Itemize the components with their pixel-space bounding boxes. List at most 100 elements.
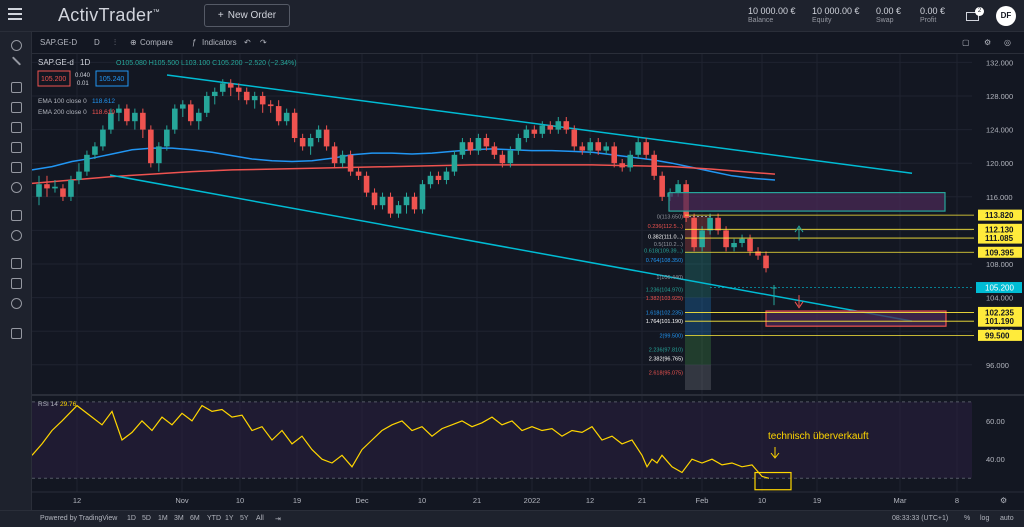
trash-icon[interactable] xyxy=(11,328,22,339)
range-1m[interactable]: 1M xyxy=(158,515,168,522)
candle-body xyxy=(675,184,681,193)
symbol-search[interactable]: SAP.GE-D xyxy=(40,38,78,47)
level-price-tag xyxy=(978,306,1022,318)
ruler-icon[interactable] xyxy=(11,210,22,221)
rsi-value: 29.76 xyxy=(60,401,77,408)
menu-icon[interactable] xyxy=(8,8,22,22)
price-chart[interactable]: 0(113.650) 0.236(112.5...) 0.382(111.0...)… xyxy=(32,54,1024,510)
crosshair-icon[interactable] xyxy=(11,40,22,51)
profit-stat[interactable]: 0.00 € Profit xyxy=(920,6,945,26)
redo-icon[interactable]: ↷ xyxy=(260,38,267,47)
arrow-up-icon xyxy=(794,225,804,241)
range-3m[interactable]: 3M xyxy=(174,515,184,522)
level-price-label: 111.085 xyxy=(985,234,1014,243)
candle-body xyxy=(443,171,450,180)
level-price-label: 101.190 xyxy=(985,317,1014,326)
candle-body xyxy=(195,112,202,122)
text-icon[interactable] xyxy=(11,122,22,133)
buy-button[interactable] xyxy=(95,70,129,87)
indicators-icon[interactable]: ƒ xyxy=(192,38,197,47)
resistance-target-box xyxy=(668,192,946,212)
new-order-button[interactable]: + New Order xyxy=(204,4,290,27)
app-logo: ActivTrader™ xyxy=(58,5,160,26)
swap-stat: 0.00 € Swap xyxy=(876,6,901,26)
candle-body xyxy=(555,121,562,130)
pattern-icon[interactable] xyxy=(11,142,22,153)
price-tick-label: 124.000 xyxy=(986,126,1013,135)
channel-upper-line xyxy=(166,74,913,175)
level-price-tag xyxy=(978,315,1022,327)
fib-label: 2.382(96.765) xyxy=(649,356,683,362)
fib-band xyxy=(685,251,711,298)
fibonacci-labels: 0(113.650) 0.236(112.5...) 0.382(111.0...)… xyxy=(644,215,683,377)
log-toggle[interactable]: log xyxy=(980,515,990,522)
undo-icon[interactable]: ↶ xyxy=(244,38,251,47)
legend-ohlc: O105.080 H105.500 L103.100 C105.200 −2.5… xyxy=(116,60,297,67)
stat-value: 10 000.00 € xyxy=(748,6,796,16)
auto-toggle[interactable]: auto xyxy=(1000,515,1014,522)
candle-body xyxy=(124,108,130,122)
range-ytd[interactable]: YTD xyxy=(207,515,221,522)
candle-style-icon[interactable]: ⫶ xyxy=(114,38,116,47)
fib-label: 0.236(112.5...) xyxy=(648,224,684,230)
candle-body xyxy=(531,129,538,134)
range-5d[interactable]: 5D xyxy=(142,515,151,522)
time-tick-label: 10 xyxy=(758,496,766,505)
prediction-icon[interactable] xyxy=(11,162,22,173)
fib-retracement-icon[interactable] xyxy=(11,82,22,93)
range-1y[interactable]: 1Y xyxy=(225,515,234,522)
candle-body xyxy=(699,230,705,248)
candle-body xyxy=(739,238,745,243)
time-tick-label: 12 xyxy=(586,496,594,505)
clock[interactable]: 08:33:33 (UTC+1) xyxy=(892,515,949,522)
indicators-button[interactable]: Indicators xyxy=(202,38,237,47)
date-range-icon[interactable]: ⇥ xyxy=(275,516,281,523)
eye-icon[interactable] xyxy=(11,298,22,309)
range-1d[interactable]: 1D xyxy=(127,515,136,522)
fibonacci-zone xyxy=(685,216,711,390)
percent-toggle[interactable]: % xyxy=(964,515,971,522)
time-tick-label: Nov xyxy=(175,496,189,505)
candle-body xyxy=(203,96,210,113)
top-bar: ActivTrader™ + New Order 10 000.00 € Balan… xyxy=(0,0,1024,32)
range-all[interactable]: All xyxy=(256,515,264,522)
candle-body xyxy=(339,154,346,164)
time-tick-label: 19 xyxy=(293,496,301,505)
level-price-label: 102.235 xyxy=(985,308,1014,317)
lock-icon[interactable] xyxy=(11,278,22,289)
candle-body xyxy=(172,108,178,130)
powered-by[interactable]: Powered by TradingView xyxy=(40,515,118,522)
trendline-icon[interactable] xyxy=(11,56,22,66)
magnet-icon[interactable] xyxy=(11,258,22,269)
compare-icon[interactable]: ⊕ xyxy=(130,38,137,47)
fullscreen-icon[interactable]: ▢ xyxy=(962,38,970,47)
time-axis[interactable]: 12 Nov 10 19 Dec 10 21 2022 12 21 Feb 10 19 Mar 8 ⚙ xyxy=(32,491,1024,505)
compare-button[interactable]: Compare xyxy=(140,38,173,47)
candle-body xyxy=(571,129,578,147)
oversold-box xyxy=(754,471,792,491)
candle-body xyxy=(467,142,474,151)
annotation-text: technisch überverkauft xyxy=(768,431,869,442)
user-avatar[interactable]: DF xyxy=(996,6,1016,26)
candle-body xyxy=(499,154,506,164)
sell-button[interactable] xyxy=(37,70,71,87)
settings-icon[interactable]: ⚙ xyxy=(984,38,992,47)
price-axis[interactable]: 132.000128.000124.000120.000116.000112.0… xyxy=(974,54,1024,392)
range-5y[interactable]: 5Y xyxy=(240,515,249,522)
emoji-icon[interactable] xyxy=(11,182,22,193)
equity-stat: 10 000.00 € Equity xyxy=(812,6,860,26)
candle-body xyxy=(60,188,66,197)
candle-body xyxy=(164,129,170,147)
candle-body xyxy=(755,251,761,256)
zoom-icon[interactable] xyxy=(11,230,22,241)
time-tick-label: 10 xyxy=(236,496,244,505)
range-6m[interactable]: 6M xyxy=(190,515,200,522)
interval-selector[interactable]: D xyxy=(94,38,100,47)
candle-body xyxy=(187,104,194,122)
rsi-tick-label: 40.00 xyxy=(986,455,1005,464)
rectangle-icon[interactable] xyxy=(11,102,22,113)
candle-body xyxy=(68,180,74,197)
screenshot-icon[interactable]: ◎ xyxy=(1004,38,1011,47)
mail-icon[interactable] xyxy=(966,12,979,21)
candle-body xyxy=(76,171,82,180)
